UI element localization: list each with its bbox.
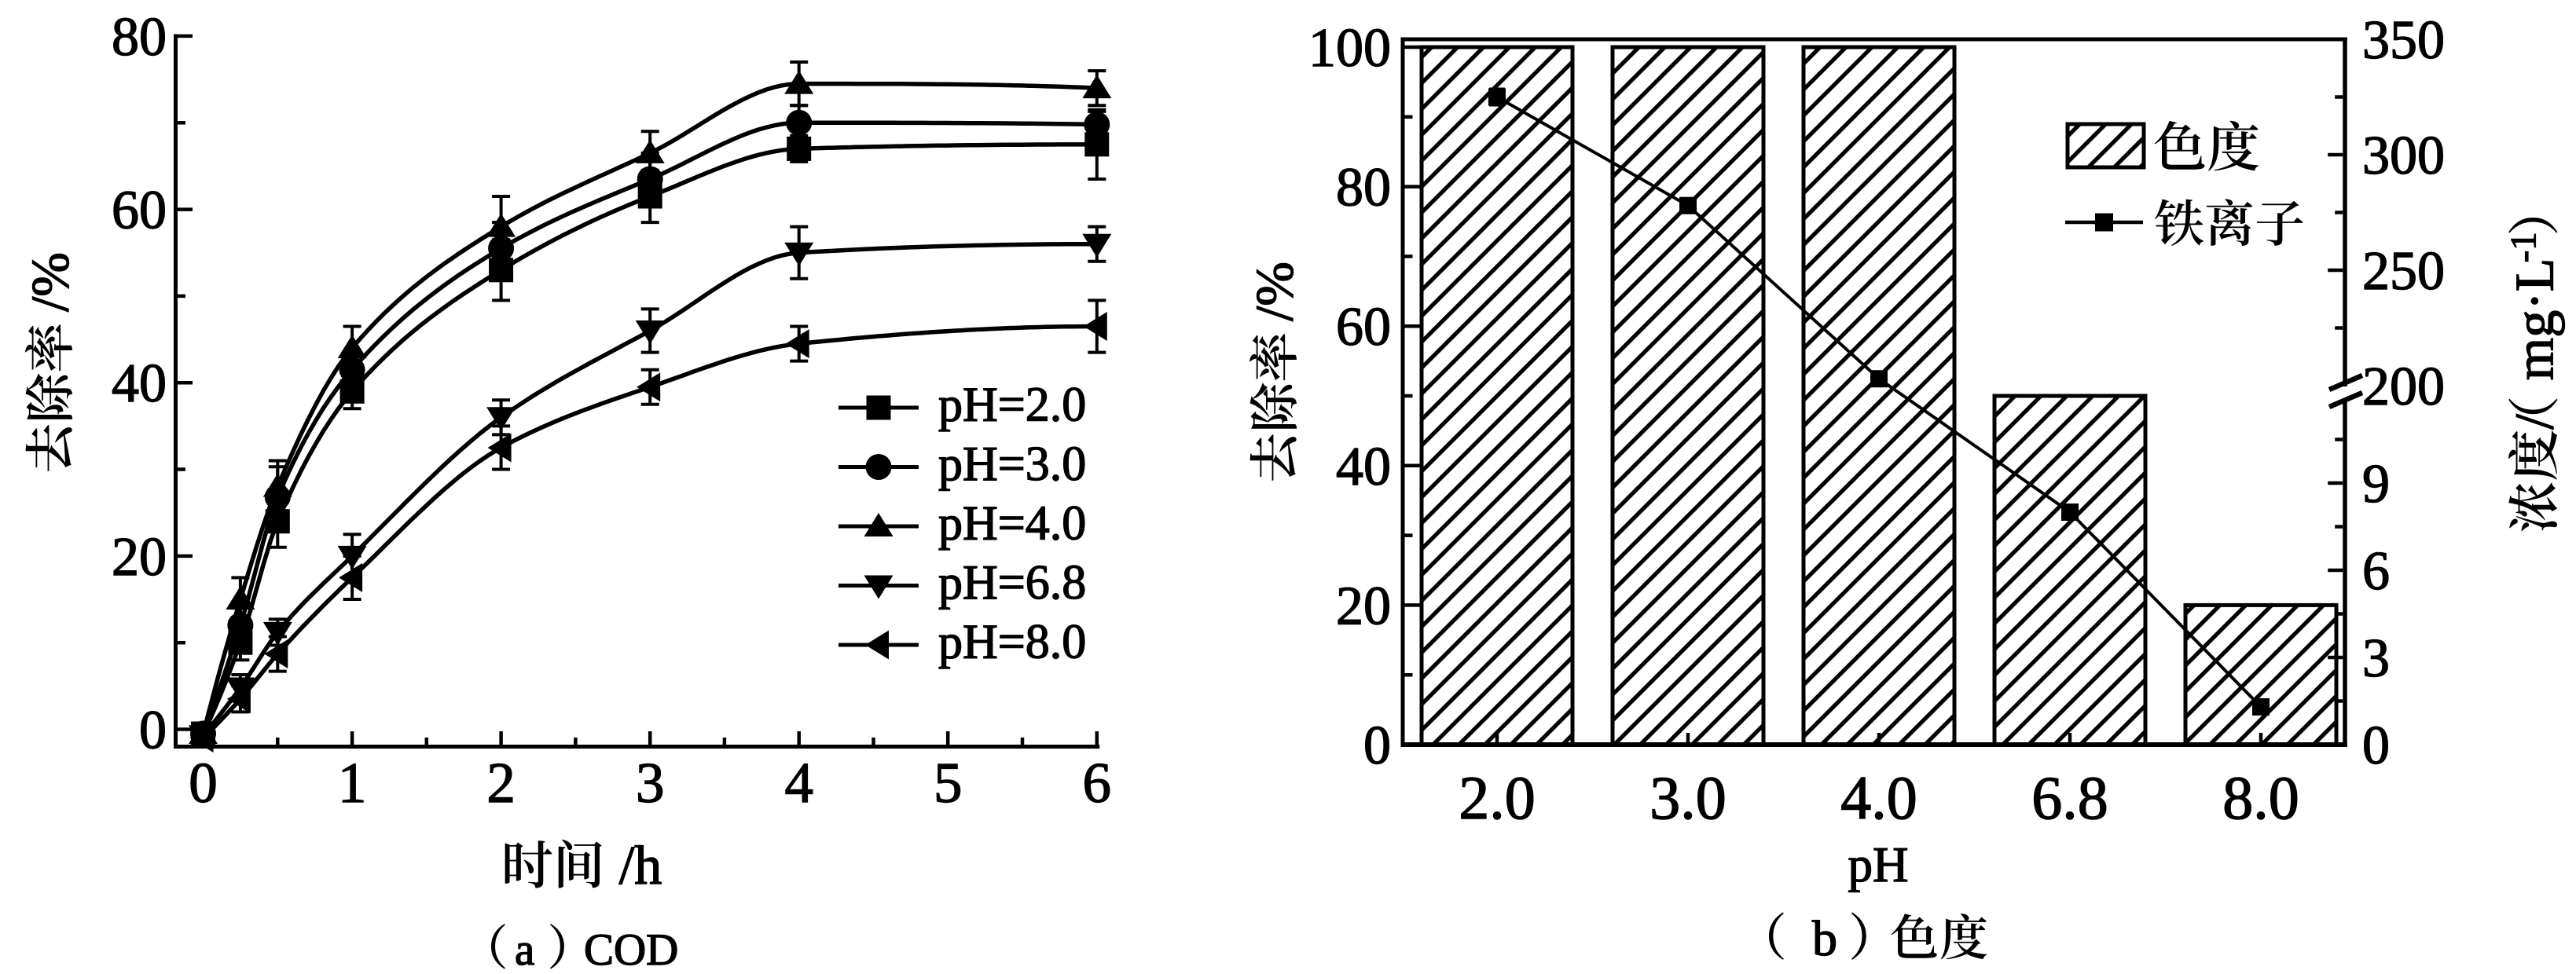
svg-text:60: 60	[1336, 297, 1391, 357]
svg-text:pH=8.0: pH=8.0	[938, 616, 1086, 669]
svg-text:4: 4	[784, 751, 813, 815]
svg-text:0: 0	[2362, 716, 2390, 776]
svg-text:3.0: 3.0	[1649, 763, 1727, 832]
svg-text:2: 2	[486, 751, 516, 815]
svg-text:3: 3	[2362, 628, 2390, 689]
svg-text:0: 0	[139, 701, 167, 761]
svg-text:COD: COD	[584, 925, 678, 974]
svg-text:pH=2.0: pH=2.0	[938, 379, 1086, 432]
svg-text:/h: /h	[619, 836, 662, 896]
svg-text:200: 200	[2362, 357, 2445, 417]
svg-text:8.0: 8.0	[2222, 763, 2299, 832]
svg-text:100: 100	[1308, 18, 1391, 79]
svg-text:40: 40	[1336, 437, 1391, 497]
svg-text:pH: pH	[1848, 837, 1909, 892]
svg-text:3: 3	[636, 751, 665, 815]
svg-text:pH=4.0: pH=4.0	[938, 497, 1086, 551]
svg-text:mg·L: mg·L	[2504, 258, 2565, 381]
svg-text:/%: /%	[1245, 262, 1305, 321]
svg-text:/%: /%	[20, 252, 80, 312]
svg-text:-1: -1	[2503, 232, 2544, 262]
svg-text:80: 80	[112, 7, 167, 68]
svg-text:350: 350	[2362, 10, 2445, 71]
svg-text:pH=6.8: pH=6.8	[938, 556, 1086, 610]
svg-text:/: /	[2504, 414, 2565, 430]
svg-text:b: b	[1812, 910, 1837, 966]
svg-text:6: 6	[2362, 541, 2390, 602]
svg-text:250: 250	[2362, 241, 2445, 302]
svg-text:0: 0	[189, 751, 218, 815]
svg-text:9: 9	[2362, 454, 2390, 514]
svg-text:5: 5	[934, 751, 963, 815]
svg-text:4.0: 4.0	[1840, 763, 1917, 832]
svg-text:2.0: 2.0	[1459, 763, 1536, 832]
svg-text:40: 40	[112, 353, 167, 414]
svg-text:80: 80	[1336, 158, 1391, 218]
svg-text:a: a	[515, 925, 534, 974]
svg-text:60: 60	[112, 181, 167, 241]
svg-text:pH=3.0: pH=3.0	[938, 438, 1086, 491]
svg-text:6: 6	[1083, 751, 1112, 815]
svg-text:1: 1	[338, 751, 367, 815]
svg-text:0: 0	[1363, 716, 1391, 776]
svg-text:20: 20	[1336, 576, 1391, 636]
svg-text:300: 300	[2362, 126, 2445, 186]
svg-text:20: 20	[112, 527, 167, 588]
svg-text:6.8: 6.8	[2031, 763, 2108, 832]
